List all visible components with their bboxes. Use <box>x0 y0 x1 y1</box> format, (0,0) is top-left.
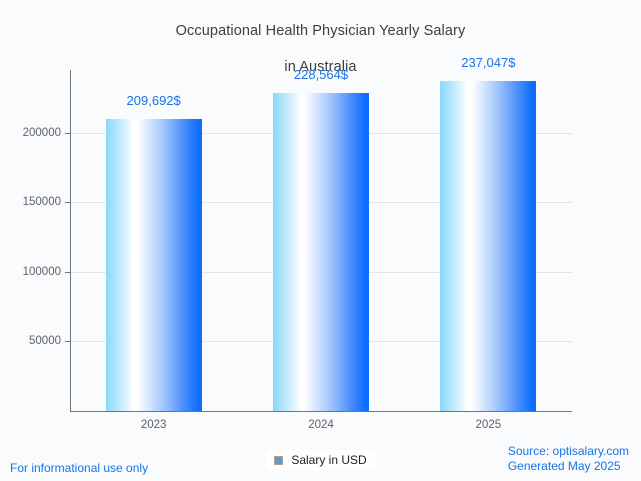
plot-area: 50000 100000 150000 200000 209,692$ 228,… <box>23 55 572 431</box>
y-tick-label-1: 100000 <box>22 265 61 278</box>
legend-item-label: Salary in USD <box>291 453 367 467</box>
footer-disclaimer: For informational use only <box>10 461 149 475</box>
bar-2024[interactable] <box>273 92 369 411</box>
tick-mark-2 <box>65 202 70 204</box>
tick-mark-1 <box>65 271 70 273</box>
tick-mark-3 <box>65 132 70 134</box>
footer-source: Source: optisalary.com Generated May 202… <box>508 444 629 474</box>
chart-title: Occupational Health Physician Yearly Sal… <box>0 4 641 76</box>
tick-mark-0 <box>65 341 70 343</box>
chart-title-line-2: in Australia <box>284 59 357 75</box>
legend-swatch-icon <box>274 455 284 465</box>
bar-value-label-2024: 228,564$ <box>293 66 349 82</box>
x-axis-line <box>70 411 572 412</box>
chart-legend: Salary in USD <box>0 450 641 470</box>
x-tick-label-2025: 2025 <box>475 419 502 431</box>
y-tick-label-2: 150000 <box>22 196 61 209</box>
bar-2025[interactable] <box>440 81 537 411</box>
footer-source-line: Source: optisalary.com <box>507 444 629 458</box>
y-tick-label-3: 200000 <box>22 126 61 139</box>
y-tick-label-0: 50000 <box>29 335 61 348</box>
legend-item-salary[interactable]: Salary in USD <box>266 450 375 470</box>
footer-generated-line: Generated May 2025 <box>507 459 621 473</box>
y-axis-line <box>70 70 71 411</box>
bar-2023[interactable] <box>105 119 202 411</box>
x-tick-label-2023: 2023 <box>140 419 167 431</box>
bar-value-label-2023: 209,692$ <box>126 93 181 109</box>
x-tick-label-2024: 2024 <box>308 419 334 431</box>
chart-title-line-1: Occupational Health Physician Yearly Sal… <box>175 23 466 39</box>
bar-value-label-2025: 237,047$ <box>461 55 516 71</box>
